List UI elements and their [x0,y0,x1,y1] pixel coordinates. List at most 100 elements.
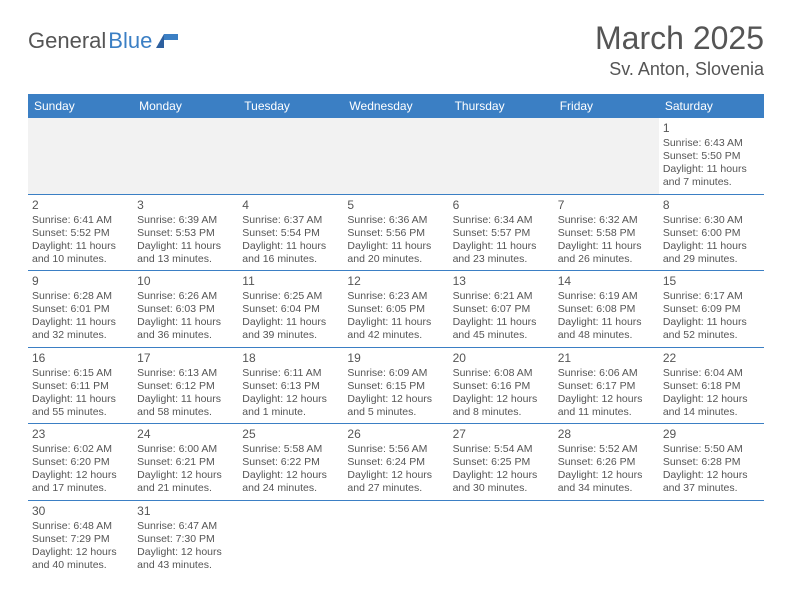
daylight-text: Daylight: 12 hours and 40 minutes. [32,546,129,572]
day-info: Sunrise: 6:00 AMSunset: 6:21 PMDaylight:… [137,443,234,496]
sunset-text: Sunset: 6:12 PM [137,380,234,393]
calendar-cell: 1Sunrise: 6:43 AMSunset: 5:50 PMDaylight… [659,118,764,194]
sunset-text: Sunset: 6:08 PM [558,303,655,316]
calendar-cell: 6Sunrise: 6:34 AMSunset: 5:57 PMDaylight… [449,194,554,271]
day-number: 14 [558,274,655,289]
day-number: 1 [663,121,760,136]
day-number: 11 [242,274,339,289]
day-info: Sunrise: 6:21 AMSunset: 6:07 PMDaylight:… [453,290,550,343]
day-info: Sunrise: 6:23 AMSunset: 6:05 PMDaylight:… [347,290,444,343]
day-number: 19 [347,351,444,366]
daylight-text: Daylight: 11 hours and 16 minutes. [242,240,339,266]
day-info: Sunrise: 6:02 AMSunset: 6:20 PMDaylight:… [32,443,129,496]
calendar-row: 30Sunrise: 6:48 AMSunset: 7:29 PMDayligh… [28,500,764,576]
day-number: 16 [32,351,129,366]
calendar-cell: 29Sunrise: 5:50 AMSunset: 6:28 PMDayligh… [659,424,764,501]
page-header: GeneralBlue March 2025 Sv. Anton, Sloven… [28,20,764,80]
logo-flag-icon [156,28,182,54]
daylight-text: Daylight: 11 hours and 52 minutes. [663,316,760,342]
logo-text-blue: Blue [108,28,152,54]
calendar-cell: 5Sunrise: 6:36 AMSunset: 5:56 PMDaylight… [343,194,448,271]
month-title: March 2025 [595,20,764,57]
sunset-text: Sunset: 5:53 PM [137,227,234,240]
day-number: 10 [137,274,234,289]
location: Sv. Anton, Slovenia [595,59,764,80]
day-info: Sunrise: 5:50 AMSunset: 6:28 PMDaylight:… [663,443,760,496]
daylight-text: Daylight: 12 hours and 8 minutes. [453,393,550,419]
calendar-cell [343,500,448,576]
sunrise-text: Sunrise: 6:11 AM [242,367,339,380]
calendar-cell: 13Sunrise: 6:21 AMSunset: 6:07 PMDayligh… [449,271,554,348]
calendar-cell: 7Sunrise: 6:32 AMSunset: 5:58 PMDaylight… [554,194,659,271]
calendar-row: 2Sunrise: 6:41 AMSunset: 5:52 PMDaylight… [28,194,764,271]
calendar-cell: 14Sunrise: 6:19 AMSunset: 6:08 PMDayligh… [554,271,659,348]
sunrise-text: Sunrise: 6:21 AM [453,290,550,303]
sunrise-text: Sunrise: 6:32 AM [558,214,655,227]
sunset-text: Sunset: 5:58 PM [558,227,655,240]
sunrise-text: Sunrise: 6:39 AM [137,214,234,227]
day-number: 8 [663,198,760,213]
day-number: 15 [663,274,760,289]
daylight-text: Daylight: 11 hours and 7 minutes. [663,163,760,189]
calendar-cell [449,500,554,576]
calendar-cell: 11Sunrise: 6:25 AMSunset: 6:04 PMDayligh… [238,271,343,348]
calendar-cell [28,118,133,194]
sunset-text: Sunset: 6:04 PM [242,303,339,316]
sunset-text: Sunset: 6:25 PM [453,456,550,469]
sunrise-text: Sunrise: 6:48 AM [32,520,129,533]
sunrise-text: Sunrise: 6:43 AM [663,137,760,150]
calendar-cell: 24Sunrise: 6:00 AMSunset: 6:21 PMDayligh… [133,424,238,501]
calendar-cell: 10Sunrise: 6:26 AMSunset: 6:03 PMDayligh… [133,271,238,348]
calendar-cell [133,118,238,194]
day-number: 27 [453,427,550,442]
day-number: 31 [137,504,234,519]
sunrise-text: Sunrise: 6:17 AM [663,290,760,303]
sunset-text: Sunset: 6:00 PM [663,227,760,240]
day-number: 25 [242,427,339,442]
calendar-cell: 8Sunrise: 6:30 AMSunset: 6:00 PMDaylight… [659,194,764,271]
day-info: Sunrise: 5:54 AMSunset: 6:25 PMDaylight:… [453,443,550,496]
daylight-text: Daylight: 12 hours and 37 minutes. [663,469,760,495]
day-number: 22 [663,351,760,366]
day-info: Sunrise: 6:32 AMSunset: 5:58 PMDaylight:… [558,214,655,267]
day-number: 29 [663,427,760,442]
sunset-text: Sunset: 6:15 PM [347,380,444,393]
sunset-text: Sunset: 6:18 PM [663,380,760,393]
day-info: Sunrise: 6:47 AMSunset: 7:30 PMDaylight:… [137,520,234,573]
calendar-cell: 23Sunrise: 6:02 AMSunset: 6:20 PMDayligh… [28,424,133,501]
daylight-text: Daylight: 11 hours and 36 minutes. [137,316,234,342]
day-number: 4 [242,198,339,213]
day-number: 2 [32,198,129,213]
day-info: Sunrise: 6:36 AMSunset: 5:56 PMDaylight:… [347,214,444,267]
day-number: 13 [453,274,550,289]
day-info: Sunrise: 6:26 AMSunset: 6:03 PMDaylight:… [137,290,234,343]
sunset-text: Sunset: 6:26 PM [558,456,655,469]
sunrise-text: Sunrise: 6:30 AM [663,214,760,227]
day-header-row: Sunday Monday Tuesday Wednesday Thursday… [28,94,764,118]
sunrise-text: Sunrise: 5:50 AM [663,443,760,456]
day-number: 3 [137,198,234,213]
daylight-text: Daylight: 11 hours and 10 minutes. [32,240,129,266]
calendar-cell [343,118,448,194]
day-info: Sunrise: 6:48 AMSunset: 7:29 PMDaylight:… [32,520,129,573]
dayhead-friday: Friday [554,94,659,118]
calendar-cell [238,118,343,194]
sunset-text: Sunset: 5:56 PM [347,227,444,240]
calendar-cell: 9Sunrise: 6:28 AMSunset: 6:01 PMDaylight… [28,271,133,348]
daylight-text: Daylight: 11 hours and 23 minutes. [453,240,550,266]
sunrise-text: Sunrise: 6:41 AM [32,214,129,227]
day-number: 23 [32,427,129,442]
daylight-text: Daylight: 12 hours and 14 minutes. [663,393,760,419]
calendar-cell: 4Sunrise: 6:37 AMSunset: 5:54 PMDaylight… [238,194,343,271]
sunset-text: Sunset: 6:05 PM [347,303,444,316]
dayhead-tuesday: Tuesday [238,94,343,118]
sunrise-text: Sunrise: 5:58 AM [242,443,339,456]
sunset-text: Sunset: 6:22 PM [242,456,339,469]
day-info: Sunrise: 6:43 AMSunset: 5:50 PMDaylight:… [663,137,760,190]
daylight-text: Daylight: 12 hours and 43 minutes. [137,546,234,572]
dayhead-wednesday: Wednesday [343,94,448,118]
day-info: Sunrise: 6:13 AMSunset: 6:12 PMDaylight:… [137,367,234,420]
calendar-cell [238,500,343,576]
sunrise-text: Sunrise: 6:28 AM [32,290,129,303]
calendar-cell: 12Sunrise: 6:23 AMSunset: 6:05 PMDayligh… [343,271,448,348]
